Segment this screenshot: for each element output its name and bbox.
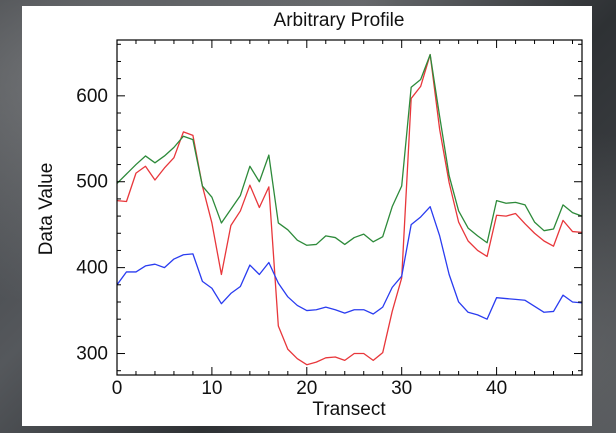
series-layer <box>116 53 583 366</box>
plot-frame <box>116 39 583 376</box>
blue-series-line <box>116 205 583 320</box>
x-tick-label: 40 <box>486 378 507 399</box>
x-tick-label: 10 <box>201 378 222 399</box>
y-tick-label: 500 <box>76 172 108 193</box>
axis-layer: 0 10 20 30 40 300 400 500 600 <box>76 40 582 399</box>
x-tick-label: 20 <box>296 378 317 399</box>
y-axis-title: Data Value <box>36 163 57 256</box>
y-tick-label: 600 <box>76 86 108 107</box>
green-series-line <box>116 53 583 246</box>
chart-title: Arbitrary Profile <box>274 10 405 31</box>
red-series-line <box>116 53 583 366</box>
y-tick-label: 400 <box>76 258 108 279</box>
x-tick-label: 0 <box>112 378 123 399</box>
plot-window: Arbitrary Profile Data Value Transect 0 1… <box>22 6 592 426</box>
x-tick-label: 30 <box>391 378 412 399</box>
y-tick-label: 300 <box>76 344 108 365</box>
profile-chart: Arbitrary Profile Data Value Transect 0 1… <box>36 10 583 420</box>
x-axis-title: Transect <box>312 399 386 420</box>
